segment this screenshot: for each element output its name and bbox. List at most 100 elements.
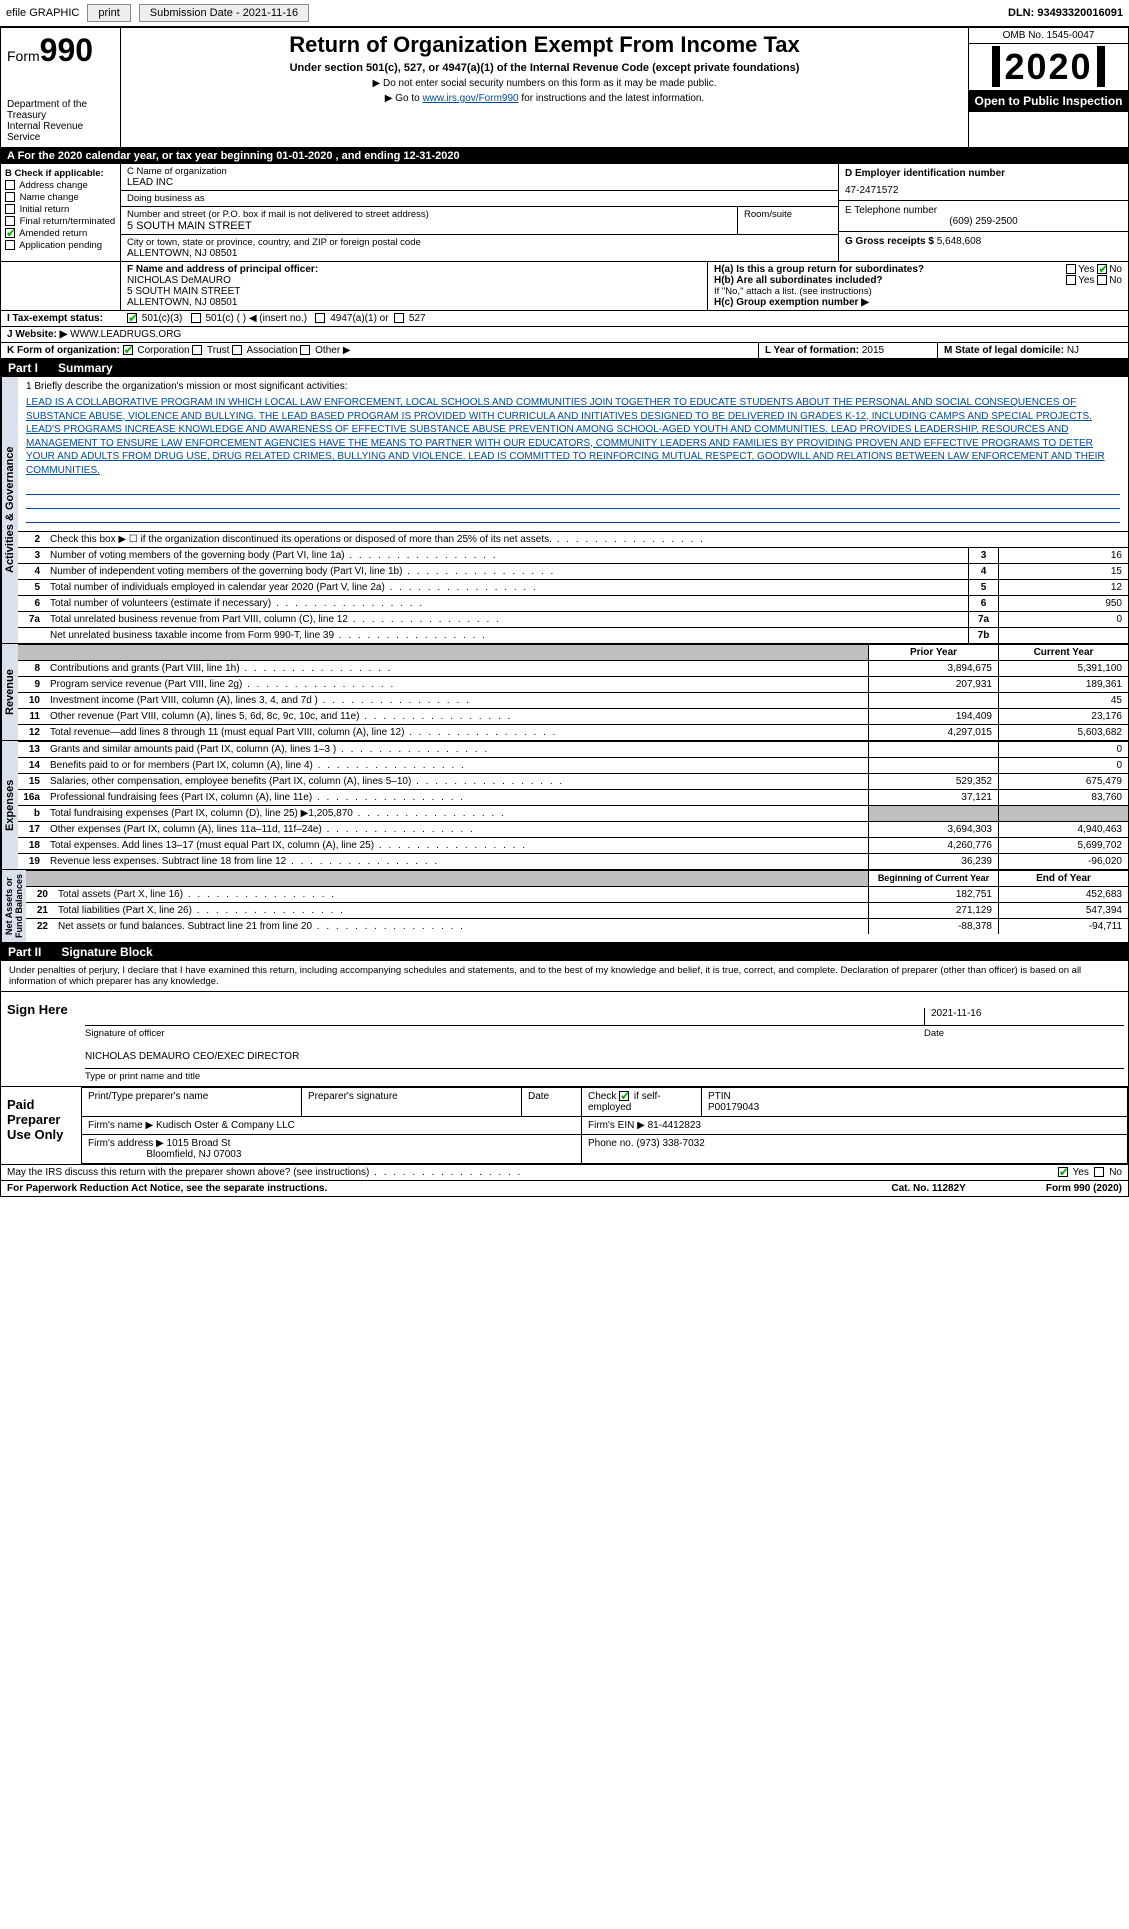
boxb-item: Application pending (5, 240, 116, 251)
data-line: bTotal fundraising expenses (Part IX, co… (18, 805, 1128, 821)
footer-mid: Cat. No. 11282Y (891, 1183, 965, 1194)
box-c: C Name of organization LEAD INC Doing bu… (121, 164, 838, 261)
firm-name-l: Firm's name ▶ (88, 1120, 153, 1131)
boxb-checkbox[interactable] (5, 180, 15, 190)
e-label: E Telephone number (845, 205, 1122, 216)
paid-prep-label: Paid Preparer Use Only (1, 1087, 81, 1164)
f-h-row: F Name and address of principal officer:… (0, 262, 1129, 311)
hb-text: H(b) Are all subordinates included? (714, 275, 883, 286)
dept-label: Department of the Treasury Internal Reve… (7, 99, 114, 143)
boxb-item: Final return/terminated (5, 216, 116, 227)
gov-line: 6Total number of volunteers (estimate if… (18, 595, 1128, 611)
rev-header: b Prior Year Current Year (18, 644, 1128, 660)
data-line: 11Other revenue (Part VIII, column (A), … (18, 708, 1128, 724)
hc-text: H(c) Group exemption number ▶ (714, 297, 869, 308)
boxb-checkbox[interactable] (5, 228, 15, 238)
box-b-label: B Check if applicable: (5, 168, 104, 179)
boxb-checkbox[interactable] (5, 216, 15, 226)
name-title-line: NICHOLAS DEMAURO CEO/EXEC DIRECTOR (85, 1051, 1124, 1069)
phone-value: (609) 259-2500 (845, 216, 1122, 227)
firm-addr-l: Firm's address ▶ (88, 1138, 164, 1149)
k-label: K Form of organization: (7, 345, 120, 356)
org-street: 5 SOUTH MAIN STREET (127, 220, 731, 232)
boxb-checkbox[interactable] (5, 240, 15, 250)
officer-name: NICHOLAS DeMAURO (127, 275, 231, 286)
form-title: Return of Organization Exempt From Incom… (127, 32, 962, 58)
officer-sig-line[interactable]: 2021-11-16 (85, 1008, 1124, 1026)
box-b: B Check if applicable: Address change Na… (1, 164, 121, 261)
prior-year-header: Prior Year (868, 645, 998, 660)
submission-date-button[interactable]: Submission Date - 2021-11-16 (139, 4, 309, 22)
gov-line: Net unrelated business taxable income fr… (18, 627, 1128, 643)
gov-line: 3Number of voting members of the governi… (18, 547, 1128, 563)
part2-title: Part II (8, 945, 41, 959)
boxb-checkbox[interactable] (5, 204, 15, 214)
ha-no-checkbox[interactable] (1097, 264, 1107, 274)
dln-label: DLN: 93493320016091 (1008, 7, 1123, 19)
na-prior-header: Beginning of Current Year (868, 871, 998, 886)
prep-sig-h: Preparer's signature (302, 1088, 522, 1117)
501c-checkbox[interactable] (191, 313, 201, 323)
print-button[interactable]: print (87, 4, 130, 22)
check-label: Check (588, 1091, 616, 1102)
527-label: 527 (409, 313, 426, 324)
form-990-num: 990 (40, 32, 93, 68)
prep-date-h: Date (522, 1088, 582, 1117)
4947-checkbox[interactable] (315, 313, 325, 323)
na-current-header: End of Year (998, 871, 1128, 886)
527-checkbox[interactable] (394, 313, 404, 323)
l-label: L Year of formation: (765, 345, 862, 356)
boxb-checkbox[interactable] (5, 192, 15, 202)
tax-year: 2020 (969, 44, 1128, 90)
sig-officer-label: Signature of officer (85, 1028, 165, 1039)
irs-link[interactable]: www.irs.gov/Form990 (422, 93, 518, 104)
ha-yes-checkbox[interactable] (1066, 264, 1076, 274)
k-other: Other ▶ (315, 345, 350, 356)
hb-yes-checkbox[interactable] (1066, 275, 1076, 285)
na-section: Net Assets or Fund Balances Beginning of… (0, 870, 1129, 943)
k-other-checkbox[interactable] (300, 345, 310, 355)
sig-date-label: Date (924, 1028, 1124, 1039)
discuss-q: May the IRS discuss this return with the… (7, 1167, 522, 1178)
data-line: 9Program service revenue (Part VIII, lin… (18, 676, 1128, 692)
na-header: Beginning of Current Year End of Year (26, 870, 1128, 886)
efile-label: efile GRAPHIC (6, 7, 79, 19)
data-line: 13Grants and similar amounts paid (Part … (18, 741, 1128, 757)
m-label: M State of legal domicile: (944, 345, 1067, 356)
f-label: F Name and address of principal officer: (127, 264, 318, 275)
officer-name-title: NICHOLAS DEMAURO CEO/EXEC DIRECTOR (85, 1051, 299, 1068)
ha-text: H(a) Is this a group return for subordin… (714, 264, 924, 275)
data-line: 12Total revenue—add lines 8 through 11 (… (18, 724, 1128, 740)
preparer-table: Print/Type preparer's name Preparer's si… (81, 1087, 1128, 1164)
discuss-yes-checkbox[interactable] (1058, 1167, 1068, 1177)
exp-vert-label: Expenses (1, 741, 18, 869)
data-line: 20Total assets (Part X, line 16)182,7514… (26, 886, 1128, 902)
firm-ein: 81-4412823 (648, 1120, 701, 1131)
sig-date: 2021-11-16 (924, 1008, 1124, 1025)
k-trust-checkbox[interactable] (192, 345, 202, 355)
form-header: Form990 Department of the Treasury Inter… (0, 27, 1129, 148)
data-line: 19Revenue less expenses. Subtract line 1… (18, 853, 1128, 869)
g-label: G Gross receipts $ (845, 236, 937, 247)
boxb-item: Amended return (5, 228, 116, 239)
501c-label: 501(c) ( ) ◀ (insert no.) (205, 313, 307, 324)
topbar: efile GRAPHIC print Submission Date - 20… (0, 0, 1129, 27)
discuss-no-checkbox[interactable] (1094, 1167, 1104, 1177)
ptin-cell: PTINP00179043 (702, 1088, 1128, 1117)
prep-name-h: Print/Type preparer's name (82, 1088, 302, 1117)
ssn-note: ▶ Do not enter social security numbers o… (127, 78, 962, 89)
omb-label: OMB No. 1545-0047 (969, 28, 1128, 44)
i-label: I Tax-exempt status: (7, 313, 103, 324)
gov-line: 4Number of independent voting members of… (18, 563, 1128, 579)
hb-no-checkbox[interactable] (1097, 275, 1107, 285)
mission-text: LEAD IS A COLLABORATIVE PROGRAM IN WHICH… (18, 392, 1128, 481)
self-emp-checkbox[interactable] (619, 1091, 629, 1101)
data-line: 16aProfessional fundraising fees (Part I… (18, 789, 1128, 805)
firm-ein-l: Firm's EIN ▶ (588, 1120, 645, 1131)
ein-value: 47-2471572 (845, 185, 1122, 196)
l-val: 2015 (862, 345, 884, 356)
501c3-checkbox[interactable] (127, 313, 137, 323)
boxb-item: Initial return (5, 204, 116, 215)
k-assoc-checkbox[interactable] (232, 345, 242, 355)
k-corp-checkbox[interactable] (123, 345, 133, 355)
